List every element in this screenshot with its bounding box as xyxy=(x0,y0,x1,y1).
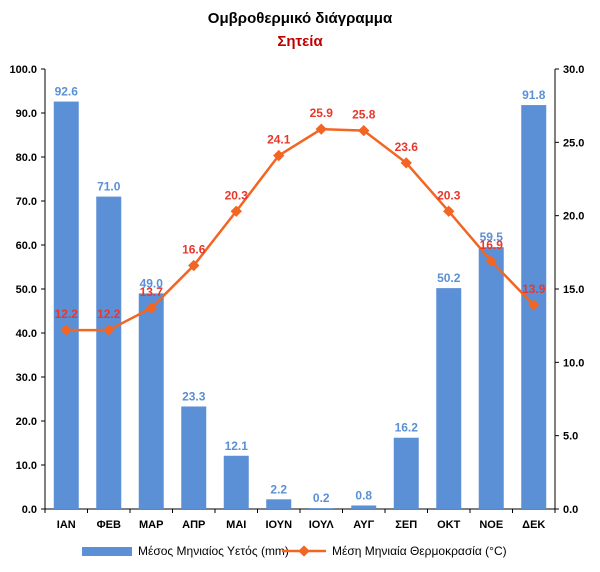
y-left-tick-label: 40.0 xyxy=(16,328,37,340)
y-right-tick-label: 30.0 xyxy=(563,64,584,76)
y-right-tick-label: 5.0 xyxy=(563,431,578,443)
y-left-tick-label: 50.0 xyxy=(16,284,37,296)
bar-precipitation xyxy=(138,293,164,509)
chart-subtitle: Σητεία xyxy=(277,33,323,50)
bar-data-label: 91.8 xyxy=(522,88,546,102)
legend-label-temperature: Μέση Μηνιαία Θερμοκρασία (°C) xyxy=(332,544,507,558)
temperature-line xyxy=(66,127,535,332)
bar-data-label: 59.5 xyxy=(480,230,504,244)
y-left-tick-label: 100.0 xyxy=(9,64,37,76)
y-right-tick-label: 20.0 xyxy=(563,211,584,223)
legend-label-precipitation: Μέσος Μηνιαίος Υετός (mm) xyxy=(138,544,289,558)
bar-data-label: 0.8 xyxy=(355,488,372,502)
y-right-tick-label: 25.0 xyxy=(563,137,584,149)
chart-title: Ομβροθερμικό διάγραμμα xyxy=(207,10,393,27)
bar-precipitation xyxy=(478,247,504,509)
x-tick-label: ΔΕΚ xyxy=(522,519,545,531)
bar-data-label: 2.2 xyxy=(270,482,287,496)
bar-data-label: 49.0 xyxy=(140,276,164,290)
y-left-tick-label: 70.0 xyxy=(16,196,37,208)
temperature-marker xyxy=(485,255,497,267)
bar-precipitation xyxy=(393,437,419,509)
line-data-label: 24.1 xyxy=(267,133,291,147)
legend-item-precipitation: Μέσος Μηνιαίος Υετός (mm) xyxy=(82,541,289,561)
bar-data-label: 50.2 xyxy=(437,271,461,285)
line-data-label: 12.2 xyxy=(55,307,79,321)
bar-precipitation xyxy=(266,499,292,509)
bar-data-label: 23.3 xyxy=(182,389,206,403)
y-right-tick-label: 10.0 xyxy=(563,357,584,369)
temperature-marker xyxy=(230,205,242,217)
temperature-marker xyxy=(315,123,327,135)
bar-precipitation xyxy=(351,505,377,509)
bar-precipitation xyxy=(53,101,79,509)
bar-precipitation xyxy=(96,196,122,509)
y-left-tick-label: 20.0 xyxy=(16,416,37,428)
x-tick-label: ΜΑΙ xyxy=(226,519,246,531)
y-right-tick-label: 0.0 xyxy=(563,504,578,516)
bar-data-label: 16.2 xyxy=(395,421,419,435)
x-tick-label: ΣΕΠ xyxy=(395,519,417,531)
line-data-label: 20.3 xyxy=(437,188,461,202)
line-data-label: 16.9 xyxy=(480,238,504,252)
x-tick-label: ΝΟΕ xyxy=(479,519,503,531)
x-tick-label: ΙΟΥΛ xyxy=(309,519,335,531)
line-data-label: 16.6 xyxy=(182,243,206,257)
line-data-label: 13.9 xyxy=(522,282,546,296)
line-data-label: 23.6 xyxy=(395,140,419,154)
y-right-tick-label: 15.0 xyxy=(563,284,584,296)
x-tick-label: ΙΑΝ xyxy=(57,519,76,531)
bar-precipitation xyxy=(308,508,334,509)
legend-item-temperature: Μέση Μηνιαία Θερμοκρασία (°C) xyxy=(282,541,507,561)
line-data-label: 13.7 xyxy=(140,285,164,299)
bar-data-label: 12.1 xyxy=(225,439,249,453)
legend-swatch-line-icon xyxy=(282,545,326,557)
y-left-tick-label: 60.0 xyxy=(16,240,37,252)
bar-data-label: 92.6 xyxy=(55,85,79,99)
bar-data-label: 0.2 xyxy=(313,491,330,505)
temperature-marker xyxy=(273,149,285,162)
temperature-marker xyxy=(528,299,540,311)
line-data-label: 25.8 xyxy=(352,108,376,122)
line-data-label: 12.2 xyxy=(97,307,121,321)
bar-data-label: 71.0 xyxy=(97,180,121,194)
y-left-tick-label: 30.0 xyxy=(16,372,37,384)
temperature-marker xyxy=(358,124,370,137)
temperature-marker xyxy=(443,205,455,217)
bar-precipitation xyxy=(223,455,249,509)
x-tick-label: ΜΑΡ xyxy=(139,519,163,531)
y-left-tick-label: 10.0 xyxy=(16,460,37,472)
line-data-label: 20.3 xyxy=(225,188,249,202)
line-data-label: 25.9 xyxy=(310,106,334,120)
y-left-tick-label: 90.0 xyxy=(16,108,37,120)
legend-swatch-bar-icon xyxy=(82,546,132,556)
bar-precipitation xyxy=(181,406,207,509)
x-tick-label: ΟΚΤ xyxy=(437,519,461,531)
x-tick-label: ΑΠΡ xyxy=(182,519,205,531)
bar-precipitation xyxy=(436,288,462,509)
x-tick-label: ΦΕΒ xyxy=(97,519,121,531)
temperature-marker xyxy=(400,157,412,169)
y-left-tick-label: 80.0 xyxy=(16,152,37,164)
legend: Μέσος Μηνιαίος Υετός (mm) Μέση Μηνιαία Θ… xyxy=(0,541,600,563)
y-left-tick-label: 0.0 xyxy=(22,504,37,516)
temperature-marker xyxy=(145,302,157,314)
x-tick-label: ΑΥΓ xyxy=(353,519,374,531)
x-tick-label: ΙΟΥΝ xyxy=(265,519,292,531)
temperature-marker xyxy=(188,259,200,272)
